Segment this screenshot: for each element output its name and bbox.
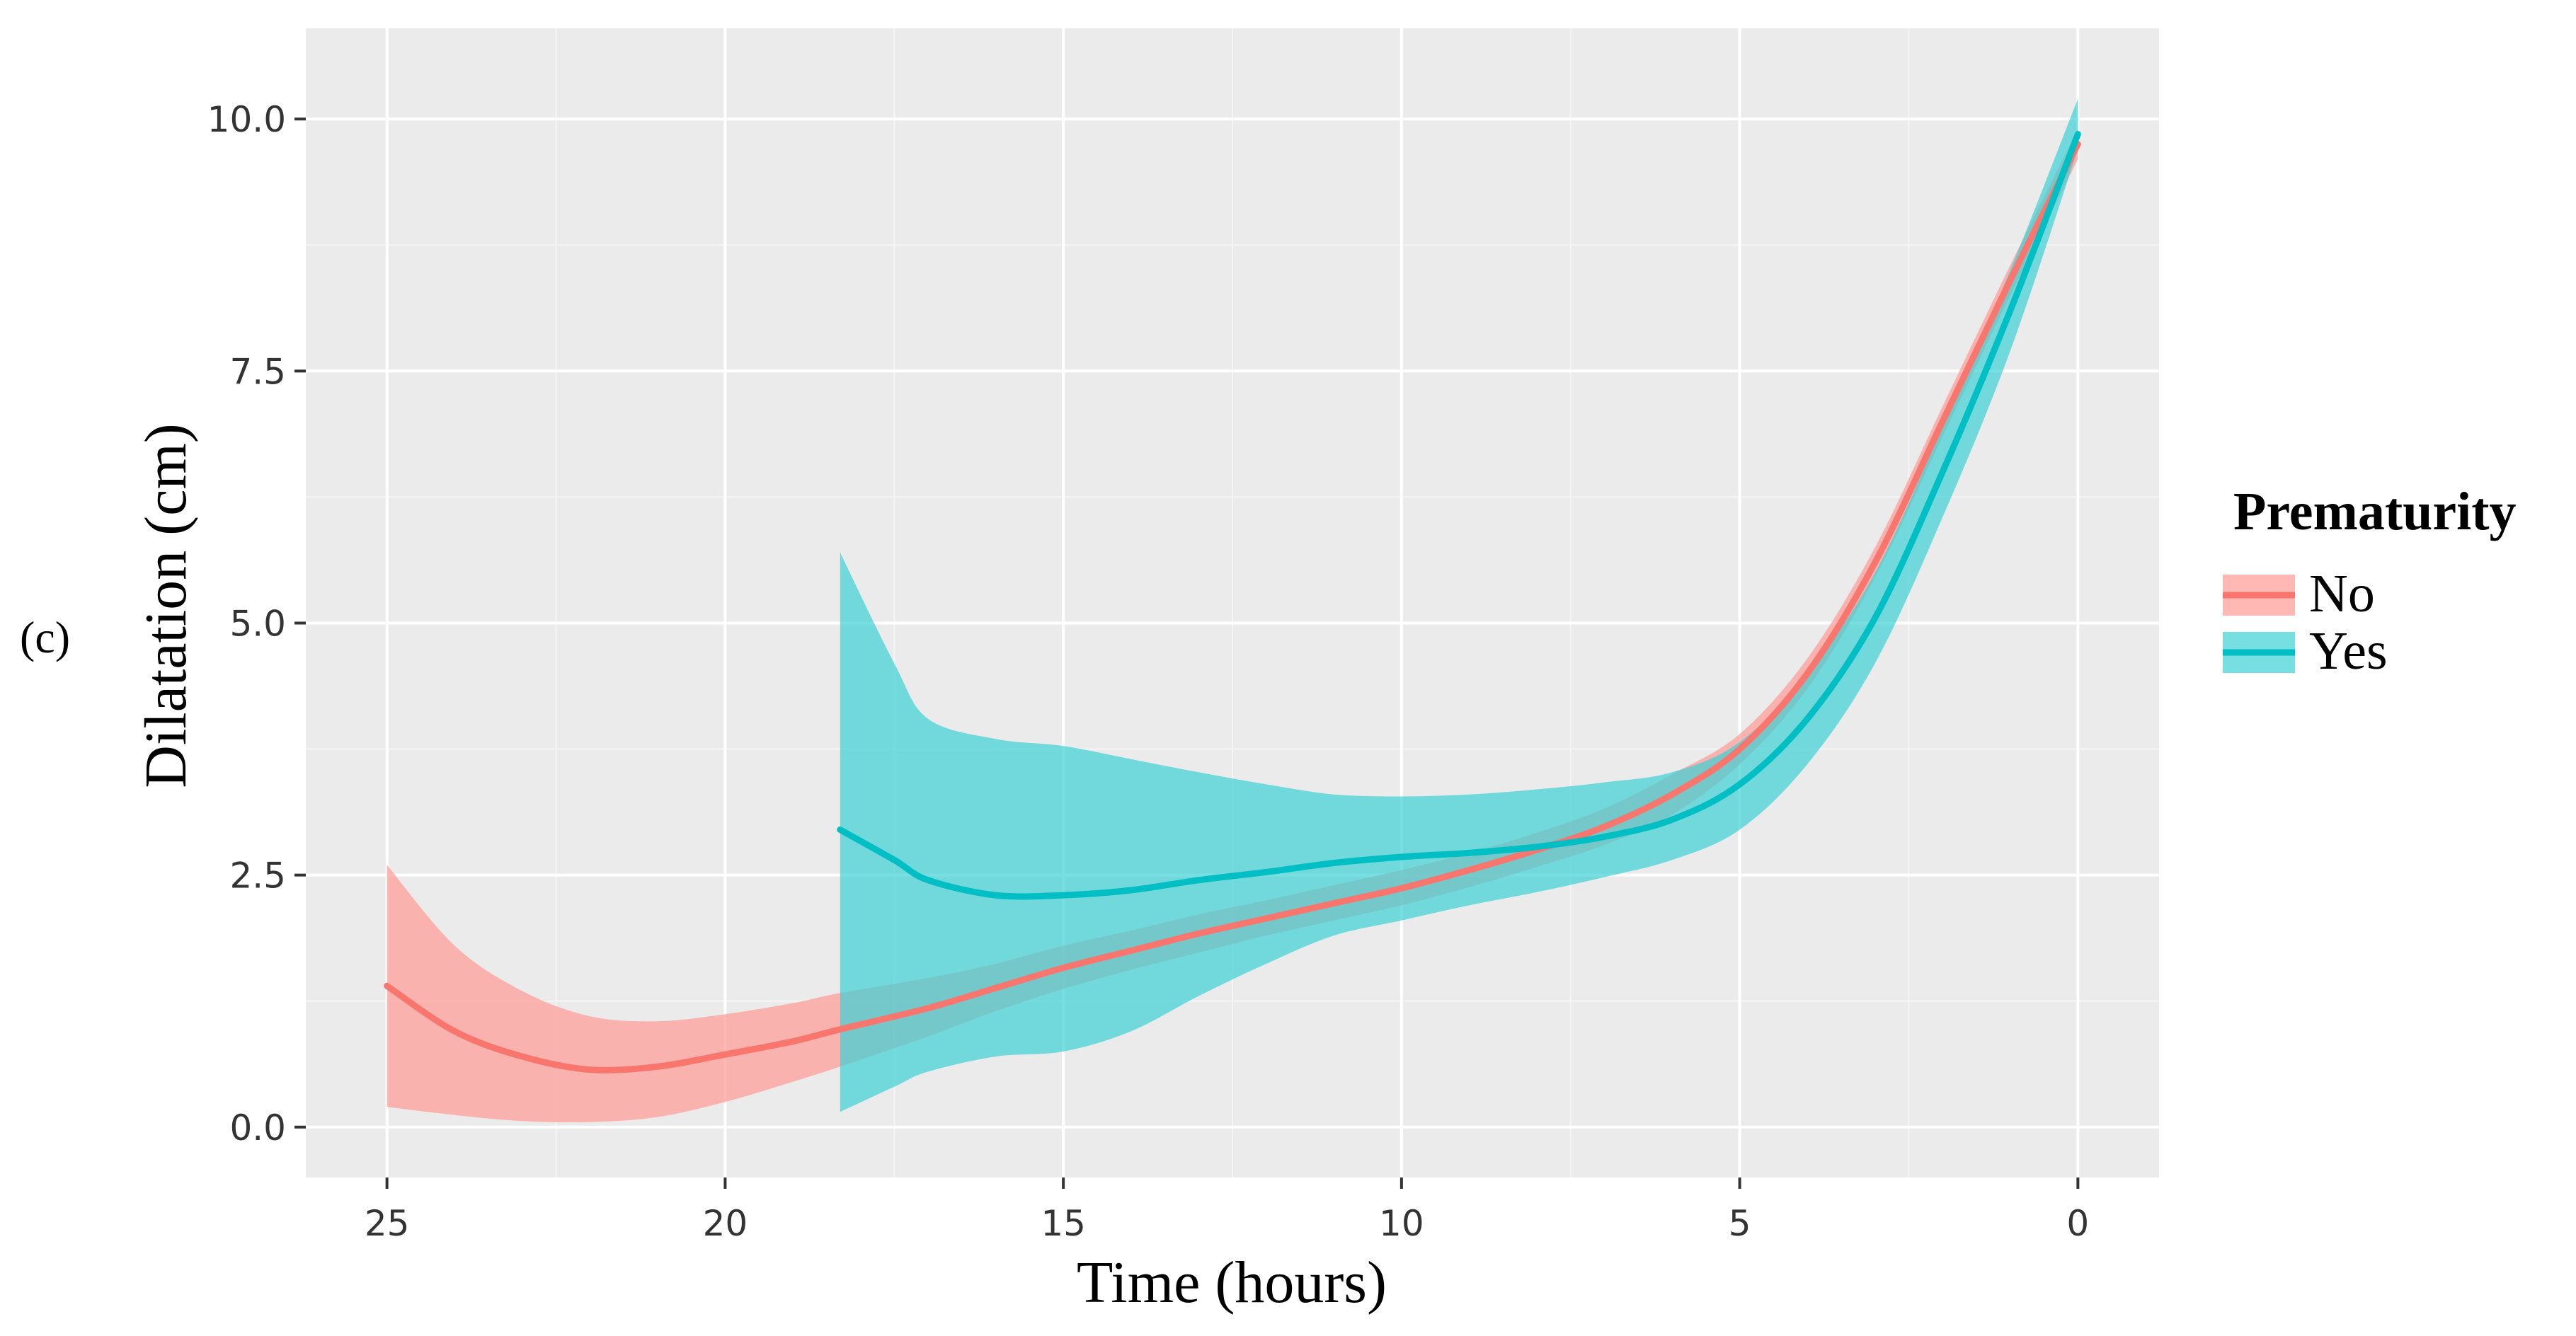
y-tick-label: 7.5 xyxy=(229,351,286,392)
x-axis-title: Time (hours) xyxy=(1077,1250,1387,1315)
y-axis-title: Dilatation (cm) xyxy=(133,423,199,788)
x-tick-label: 0 xyxy=(2066,1203,2089,1244)
x-tick-label: 15 xyxy=(1041,1203,1086,1244)
x-tick-label: 25 xyxy=(365,1203,410,1244)
legend-label-no: No xyxy=(2309,564,2375,623)
x-tick-label: 10 xyxy=(1379,1203,1424,1244)
line-no xyxy=(384,141,2081,1073)
y-tick-label: 10.0 xyxy=(207,99,286,140)
panel-label: (c) xyxy=(20,612,70,662)
y-tick-label: 0.0 xyxy=(229,1107,286,1148)
x-tick-label: 20 xyxy=(703,1203,748,1244)
y-axis: 0.0 2.5 5.0 7.5 10.0 xyxy=(207,99,306,1148)
legend-title: Prematurity xyxy=(2233,482,2517,541)
grid-minor xyxy=(306,28,2159,1177)
y-tick-label: 5.0 xyxy=(229,603,286,644)
x-tick-label: 5 xyxy=(1729,1203,1751,1244)
y-tick-label: 2.5 xyxy=(229,856,286,897)
band-yes xyxy=(840,98,2078,1112)
series-lines xyxy=(384,131,2081,1073)
legend-label-yes: Yes xyxy=(2309,621,2388,681)
x-axis: 25 20 15 10 5 0 xyxy=(365,1177,2089,1244)
line-yes xyxy=(837,131,2081,900)
